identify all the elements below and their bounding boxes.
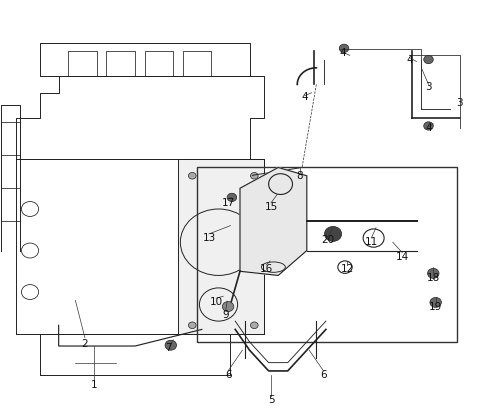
Circle shape [339, 44, 349, 53]
Text: 4: 4 [406, 54, 413, 64]
Text: 10: 10 [210, 298, 223, 307]
Text: 20: 20 [322, 235, 335, 245]
Circle shape [251, 173, 258, 179]
Circle shape [324, 227, 342, 241]
Text: 14: 14 [396, 252, 409, 262]
Text: 4: 4 [425, 123, 432, 133]
Circle shape [424, 122, 433, 130]
Text: 5: 5 [268, 395, 275, 405]
Circle shape [430, 298, 442, 307]
Circle shape [222, 302, 234, 311]
Text: 3: 3 [456, 98, 463, 108]
Text: 4: 4 [301, 92, 308, 102]
Text: 18: 18 [427, 273, 440, 283]
Circle shape [424, 55, 433, 64]
Circle shape [227, 193, 237, 201]
Circle shape [251, 322, 258, 329]
Polygon shape [240, 168, 307, 275]
Text: 4: 4 [339, 48, 346, 58]
Text: 13: 13 [203, 233, 216, 243]
Text: 7: 7 [165, 343, 172, 353]
Circle shape [428, 268, 439, 278]
Text: 12: 12 [341, 264, 354, 274]
Circle shape [189, 322, 196, 329]
Text: 2: 2 [82, 339, 88, 349]
Polygon shape [178, 159, 264, 334]
Text: 9: 9 [222, 310, 229, 320]
Text: 6: 6 [320, 370, 327, 380]
Circle shape [189, 173, 196, 179]
Text: 3: 3 [425, 82, 432, 92]
Text: 6: 6 [225, 370, 231, 380]
Text: 8: 8 [296, 171, 303, 181]
Text: 11: 11 [365, 237, 378, 247]
Circle shape [165, 340, 177, 350]
Text: 1: 1 [91, 380, 98, 390]
Bar [197, 168, 457, 342]
Text: 15: 15 [264, 202, 277, 212]
Text: 16: 16 [260, 264, 273, 274]
Text: 17: 17 [221, 198, 235, 208]
Text: 19: 19 [429, 301, 442, 311]
